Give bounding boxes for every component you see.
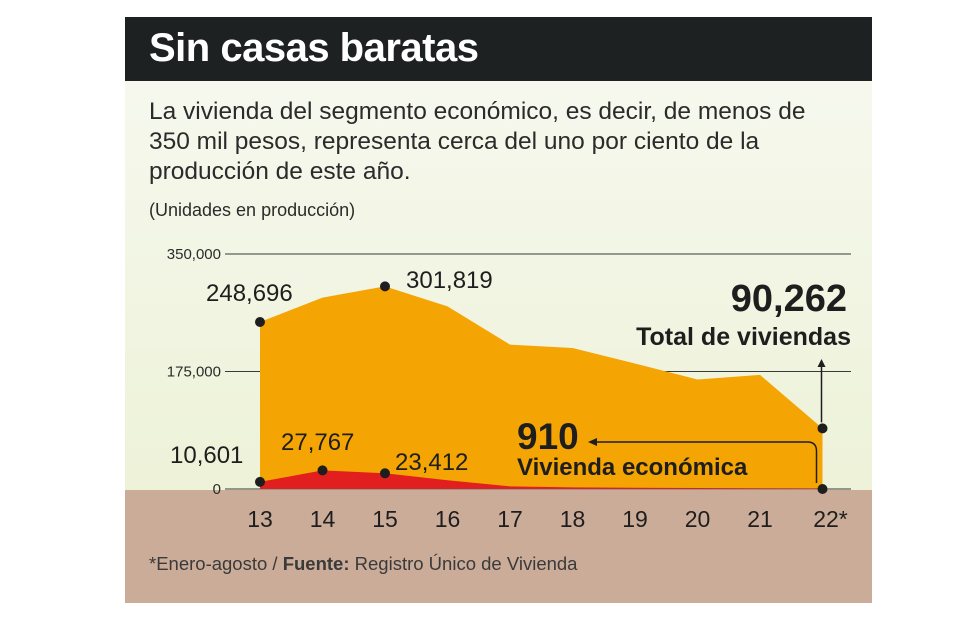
total-area (260, 286, 823, 489)
units-label: (Unidades en producción) (149, 200, 356, 220)
data-marker (255, 317, 265, 328)
economica-end-marker (817, 484, 828, 494)
economica-arrow-head (588, 438, 597, 446)
total-callout-value: 90,262 (731, 278, 847, 320)
footer-note: *Enero-agosto / (149, 553, 283, 574)
data-label: 10,601 (170, 442, 243, 469)
y-tick-label: 0 (213, 481, 221, 498)
data-markers (255, 281, 828, 494)
economica-area (260, 470, 823, 489)
areas (260, 286, 823, 489)
chart-title: Sin casas baratas (149, 26, 479, 70)
y-axis-ticks: 0 175,000 350,000 (167, 246, 221, 498)
data-labels: 248,696 301,819 10,601 27,767 23,412 (170, 267, 493, 476)
x-axis-ticks: 13 14 15 16 17 18 19 20 21 22* (247, 506, 848, 532)
x-tick-label: 16 (435, 506, 461, 532)
footer-source-label: Fuente: (282, 553, 350, 574)
y-tick-label: 350,000 (167, 246, 221, 263)
y-tick-label: 175,000 (167, 364, 221, 381)
total-arrow-head (817, 359, 826, 367)
infographic-card: Sin casas baratas La vivienda del segmen… (125, 17, 872, 603)
x-tick-label: 19 (622, 506, 648, 532)
data-label: 23,412 (395, 449, 468, 476)
ground-band (125, 490, 872, 603)
x-tick-label: 22* (813, 506, 848, 532)
data-label: 301,819 (406, 267, 493, 294)
data-marker (380, 281, 390, 292)
data-marker (255, 476, 265, 487)
x-tick-label: 20 (685, 506, 711, 532)
economica-callout-label: Vivienda económica (517, 454, 748, 481)
title-bar: Sin casas baratas (125, 17, 872, 81)
data-label: 27,767 (281, 429, 354, 456)
total-callout-label: Total de viviendas (636, 323, 851, 351)
data-label: 248,696 (206, 280, 293, 307)
total-end-marker (817, 423, 828, 434)
x-tick-label: 21 (747, 506, 773, 532)
x-tick-label: 14 (310, 506, 336, 532)
data-marker (380, 468, 390, 479)
x-tick-label: 13 (247, 506, 273, 532)
chart-description: La vivienda del segmento económico, es d… (149, 98, 806, 185)
footer-source: *Enero-agosto / Fuente: Registro Único d… (149, 553, 577, 575)
x-tick-label: 18 (560, 506, 586, 532)
footer-source-name: Registro Único de Vivienda (349, 553, 578, 574)
data-marker (317, 465, 328, 476)
x-tick-label: 15 (372, 506, 398, 532)
economica-arrow-line (595, 441, 818, 483)
economica-callout-value: 910 (517, 416, 579, 457)
area-chart: 0 175,000 350,000 13 14 15 16 17 18 19 20 21 22* 90… (167, 246, 851, 532)
x-tick-label: 17 (497, 506, 523, 532)
